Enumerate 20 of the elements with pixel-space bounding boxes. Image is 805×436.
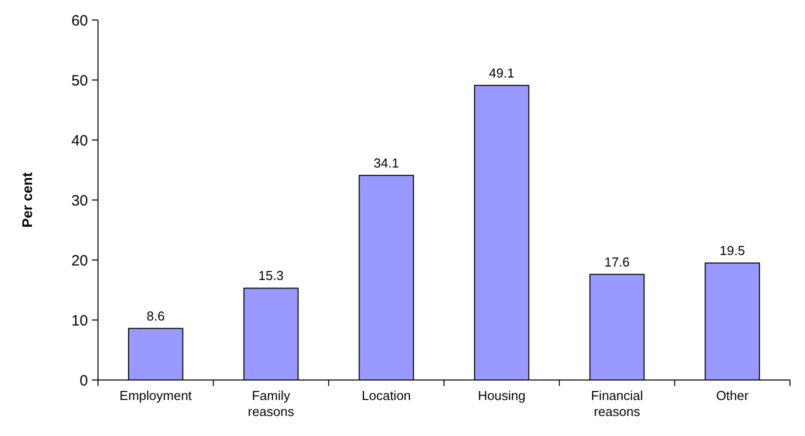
y-tick-label: 20: [71, 252, 88, 270]
data-label: 15.3: [258, 268, 284, 284]
data-label: 17.6: [604, 254, 630, 270]
x-tick-label: Financial reasons: [590, 388, 644, 419]
y-tick-label: 40: [71, 132, 88, 150]
x-tick-label: Family reasons: [248, 388, 295, 419]
x-tick-label: Employment: [120, 388, 192, 403]
data-label: 19.5: [720, 243, 745, 258]
data-label: 49.1: [489, 65, 514, 80]
y-tick-label: 10: [71, 312, 88, 330]
y-tick-label: 0: [80, 372, 88, 390]
data-label: 34.1: [374, 155, 399, 170]
x-tick-label: Other: [716, 388, 750, 403]
y-tick-label: 50: [71, 72, 88, 90]
y-tick-label: 30: [71, 192, 88, 210]
x-tick-label: Location: [362, 388, 411, 403]
data-label: 8.6: [146, 308, 165, 324]
y-tick-label: 60: [71, 12, 88, 30]
y-axis-title: Per cent: [19, 172, 35, 228]
x-tick-label: Housing: [478, 388, 526, 403]
